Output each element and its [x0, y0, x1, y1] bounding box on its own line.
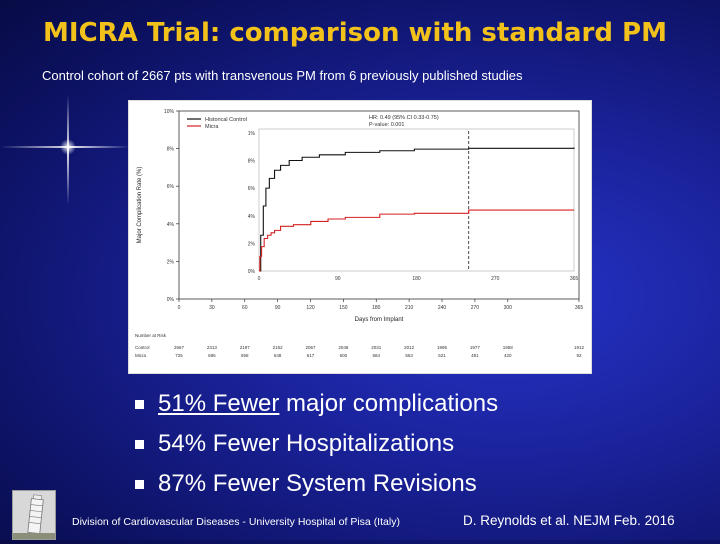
bullet-item-3: 87% Fewer System Revisions [135, 464, 498, 504]
inset-y-tick-label: 0% [248, 269, 256, 275]
y-tick-label: 10% [164, 109, 175, 115]
bullet-1-underlined: 51% Fewer [158, 390, 280, 417]
slide-subtitle: Control cohort of 2667 pts with transven… [42, 68, 523, 83]
risk-value: 617 [307, 353, 315, 358]
x-tick-label: 180 [372, 305, 381, 311]
hr-annotation: HR: 0.49 (95% CI 0.33-0.75) [369, 115, 439, 121]
leaning-tower-logo [12, 490, 56, 540]
x-tick-label: 120 [306, 305, 315, 311]
x-tick-label: 270 [471, 305, 480, 311]
risk-value: 584 [373, 353, 381, 358]
inset-x-tick-label: 0 [258, 276, 261, 282]
bullet-list: 51% Fewer major complications 54% Fewer … [135, 384, 498, 504]
x-tick-label: 300 [504, 305, 513, 311]
kaplan-meier-chart: 0% 2% 4% 6% 8% 10% 0 30 60 90 120 150 180 210 240 270 30… [128, 100, 592, 374]
bullet-square-icon [135, 399, 144, 409]
inset-y-tick-label: 2% [248, 241, 256, 247]
slide-title: MICRA Trial: comparison with standard PM [43, 18, 667, 48]
risk-value: 1995 [437, 345, 448, 350]
risk-value: 420 [504, 353, 512, 358]
tower-icon [13, 491, 55, 539]
risk-value: 2012 [404, 345, 415, 350]
x-tick-label: 365 [575, 305, 584, 311]
risk-value: 521 [438, 353, 446, 358]
inset-y-tick-label: 8% [248, 159, 256, 165]
chart-svg: 0% 2% 4% 6% 8% 10% 0 30 60 90 120 150 180 210 240 270 30… [135, 109, 585, 358]
risk-value: 2031 [371, 345, 382, 350]
risk-value: 2067 [305, 345, 316, 350]
x-tick-label: 240 [438, 305, 447, 311]
inset-frame [258, 128, 575, 272]
risk-value: 2048 [338, 345, 349, 350]
footer-citation: D. Reynolds et al. NEJM Feb. 2016 [463, 513, 675, 528]
inset-x-tick-label: 90 [335, 276, 341, 282]
y-tick-label: 0% [167, 297, 175, 303]
footer-affiliation: Division of Cardiovascular Diseases - Un… [72, 516, 400, 528]
series-line-control [259, 147, 575, 272]
bullet-square-icon [135, 439, 144, 449]
risk-row-name: Control [135, 345, 150, 350]
inset-y-tick-label: 6% [248, 186, 256, 192]
y-tick-label: 8% [167, 147, 175, 153]
y-tick-label: 4% [167, 222, 175, 228]
x-tick-label: 210 [405, 305, 414, 311]
plot-frame [178, 110, 580, 300]
inset-x-tick-label: 365 [570, 276, 579, 282]
risk-value: 1977 [470, 345, 481, 350]
risk-value: 92 [576, 353, 582, 358]
risk-value: 2152 [273, 345, 284, 350]
risk-value: 600 [340, 353, 348, 358]
hr-annotation: P-value: 0.001 [369, 122, 404, 128]
risk-row-name: Micra [135, 353, 146, 358]
bullet-1-text: major complications [279, 390, 499, 417]
x-tick-label: 150 [339, 305, 348, 311]
risk-value: 658 [241, 353, 249, 358]
risk-value: 2667 [174, 345, 185, 350]
bullet-2-text: 54% Fewer Hospitalizations [158, 430, 455, 457]
y-tick-label: 6% [167, 184, 175, 190]
series-line-micra [259, 209, 574, 272]
inset-y-tick-label: 1% [248, 131, 256, 137]
risk-value: 725 [175, 353, 183, 358]
risk-value: 1912 [574, 345, 585, 350]
bullet-square-icon [135, 479, 144, 489]
inset-x-tick-label: 180 [412, 276, 421, 282]
x-tick-label: 0 [178, 305, 181, 311]
risk-value: 2313 [207, 345, 218, 350]
x-axis-label: Days from Implant [355, 317, 404, 323]
x-tick-label: 90 [275, 305, 281, 311]
y-tick-label: 2% [167, 259, 175, 265]
risk-value: 2197 [240, 345, 251, 350]
bullet-item-2: 54% Fewer Hospitalizations [135, 424, 498, 464]
x-tick-label: 60 [242, 305, 248, 311]
bullet-item-1: 51% Fewer major complications [135, 384, 498, 424]
legend-entry: Historical Control [205, 117, 247, 123]
risk-value: 1958 [503, 345, 514, 350]
bullet-3-text: 87% Fewer System Revisions [158, 470, 477, 497]
risk-value: 563 [405, 353, 413, 358]
y-axis-label: Major Complication Rate (%) [137, 167, 143, 244]
legend-entry: Micra [205, 124, 219, 130]
inset-x-tick-label: 270 [491, 276, 500, 282]
risk-value: 481 [471, 353, 479, 358]
inset-y-tick-label: 4% [248, 214, 256, 220]
risk-value: 685 [208, 353, 216, 358]
x-tick-label: 30 [209, 305, 215, 311]
number-at-risk-label: Number at Risk [135, 333, 167, 338]
risk-value: 648 [274, 353, 282, 358]
lens-flare-center [60, 139, 76, 155]
